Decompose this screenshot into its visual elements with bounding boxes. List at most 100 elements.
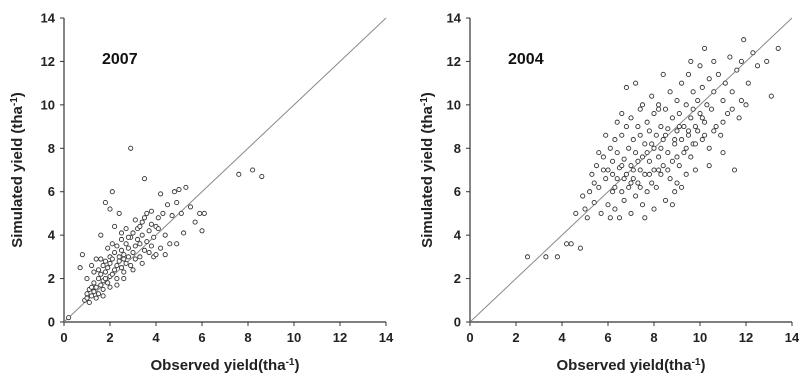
data-point bbox=[603, 176, 609, 182]
data-point bbox=[628, 115, 634, 121]
data-point bbox=[688, 58, 694, 64]
data-point bbox=[158, 191, 164, 197]
data-point bbox=[598, 210, 604, 216]
one-to-one-line bbox=[63, 17, 387, 323]
data-point bbox=[685, 132, 692, 138]
data-point bbox=[764, 58, 770, 64]
data-point bbox=[135, 236, 141, 243]
data-point bbox=[98, 232, 104, 238]
data-point bbox=[554, 254, 560, 260]
data-point bbox=[603, 132, 609, 138]
data-point bbox=[610, 189, 616, 195]
data-point bbox=[639, 102, 646, 108]
data-point bbox=[653, 132, 659, 138]
data-point bbox=[729, 106, 735, 112]
data-point bbox=[610, 158, 616, 164]
data-point bbox=[715, 71, 721, 78]
data-point bbox=[683, 102, 689, 108]
data-point bbox=[148, 221, 154, 227]
data-point bbox=[176, 186, 182, 193]
data-point bbox=[128, 145, 134, 151]
data-point bbox=[685, 71, 692, 78]
data-point bbox=[125, 254, 131, 260]
data-point bbox=[105, 265, 111, 271]
data-point bbox=[125, 245, 131, 251]
data-point bbox=[699, 137, 705, 143]
data-point bbox=[738, 58, 744, 64]
y-tick-label: 6 bbox=[454, 184, 461, 199]
y-tick-label: 0 bbox=[48, 315, 55, 330]
data-point bbox=[649, 180, 655, 186]
data-point bbox=[633, 80, 639, 86]
x-axis-label: Observed yield(tha-1) bbox=[557, 357, 706, 375]
data-point bbox=[722, 80, 728, 86]
data-point bbox=[102, 258, 108, 264]
data-point bbox=[718, 132, 724, 138]
data-point bbox=[623, 124, 629, 130]
data-point bbox=[84, 276, 90, 282]
data-point bbox=[593, 163, 600, 169]
data-point bbox=[637, 184, 643, 190]
data-point bbox=[681, 124, 687, 130]
data-point bbox=[600, 167, 606, 173]
data-point bbox=[699, 84, 705, 91]
data-point bbox=[649, 141, 655, 147]
data-point bbox=[676, 110, 682, 117]
data-point bbox=[646, 128, 652, 134]
data-point bbox=[711, 58, 717, 64]
data-point bbox=[683, 171, 689, 177]
data-point bbox=[665, 126, 671, 132]
data-point bbox=[685, 128, 692, 134]
data-point bbox=[628, 163, 634, 169]
data-point bbox=[568, 241, 574, 247]
data-point bbox=[669, 115, 675, 121]
x-tick-label: 14 bbox=[379, 330, 394, 345]
y-axis-label: Simulated yield (tha-1) bbox=[9, 92, 27, 248]
data-point bbox=[573, 210, 579, 216]
data-point bbox=[178, 210, 184, 216]
data-point bbox=[660, 137, 666, 143]
data-point bbox=[621, 197, 627, 203]
data-point bbox=[711, 89, 717, 95]
data-point bbox=[653, 184, 659, 190]
data-point bbox=[612, 184, 618, 190]
data-point bbox=[676, 124, 682, 130]
data-point bbox=[144, 210, 150, 216]
y-tick-label: 12 bbox=[41, 54, 55, 69]
data-point bbox=[674, 128, 680, 134]
data-point bbox=[128, 262, 134, 269]
data-point bbox=[158, 245, 164, 251]
data-point bbox=[93, 284, 99, 290]
data-point bbox=[667, 176, 673, 182]
y-tick-label: 12 bbox=[447, 54, 461, 69]
data-point bbox=[146, 228, 152, 234]
data-point bbox=[674, 180, 680, 186]
data-point bbox=[109, 189, 115, 195]
data-point bbox=[84, 295, 90, 301]
data-point bbox=[658, 145, 664, 151]
y-tick-label: 14 bbox=[447, 11, 462, 26]
data-point bbox=[672, 189, 678, 195]
data-point bbox=[114, 262, 120, 269]
data-point bbox=[199, 228, 205, 234]
data-point bbox=[734, 67, 740, 73]
data-point bbox=[635, 180, 641, 186]
data-point bbox=[123, 226, 129, 232]
data-point bbox=[646, 158, 652, 164]
data-point bbox=[727, 54, 733, 60]
data-point bbox=[139, 232, 145, 238]
data-point bbox=[642, 141, 648, 147]
data-point bbox=[683, 145, 689, 151]
data-point bbox=[637, 106, 643, 112]
data-point bbox=[162, 232, 168, 238]
data-point bbox=[699, 115, 705, 121]
data-point bbox=[679, 80, 685, 86]
data-point bbox=[649, 93, 655, 99]
data-point bbox=[630, 137, 636, 143]
data-point bbox=[610, 171, 616, 177]
data-point bbox=[162, 252, 168, 258]
data-point bbox=[187, 204, 194, 210]
data-point bbox=[86, 299, 92, 306]
data-point bbox=[676, 163, 682, 169]
